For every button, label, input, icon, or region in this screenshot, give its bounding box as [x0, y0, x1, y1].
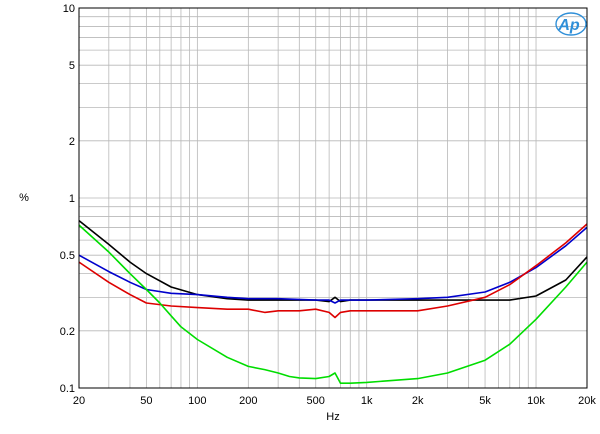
y-tick-label: 2 [69, 136, 75, 148]
plot-frame [78, 7, 588, 389]
series-line-2 [78, 226, 588, 304]
series-lines [78, 219, 588, 385]
y-axis-label: % [19, 192, 29, 204]
grid [78, 8, 588, 389]
x-tick-label: 1k [361, 395, 373, 407]
x-tick-label: 2k [412, 395, 424, 407]
x-tick-label: 200 [239, 395, 257, 407]
x-tick-label: 500 [307, 395, 325, 407]
x-axis-ticks: 20 50 100 200 500 1k 2k 5k 10k 20k [73, 395, 596, 407]
y-tick-label: 0.1 [60, 383, 75, 395]
x-tick-label: 10k [527, 395, 545, 407]
y-tick-label: 10 [63, 3, 75, 15]
series-line-1 [78, 219, 588, 303]
x-tick-label: 100 [188, 395, 206, 407]
x-tick-label: 50 [140, 395, 152, 407]
y-tick-label: 5 [69, 60, 75, 72]
x-tick-label: 20 [73, 395, 85, 407]
x-tick-label: 5k [479, 395, 491, 407]
ap-logo-text: Ap [557, 17, 580, 34]
y-tick-label: 0.5 [60, 250, 75, 262]
ap-logo: Ap [555, 12, 587, 36]
y-tick-label: 0.2 [60, 326, 75, 338]
x-axis-label: Hz [326, 411, 339, 423]
series-line-4 [78, 224, 588, 385]
y-axis-ticks: 0.1 0.2 0.5 1 2 5 10 [60, 3, 75, 395]
y-tick-label: 1 [69, 193, 75, 205]
series-line-3 [78, 223, 588, 319]
x-tick-label: 20k [578, 395, 596, 407]
